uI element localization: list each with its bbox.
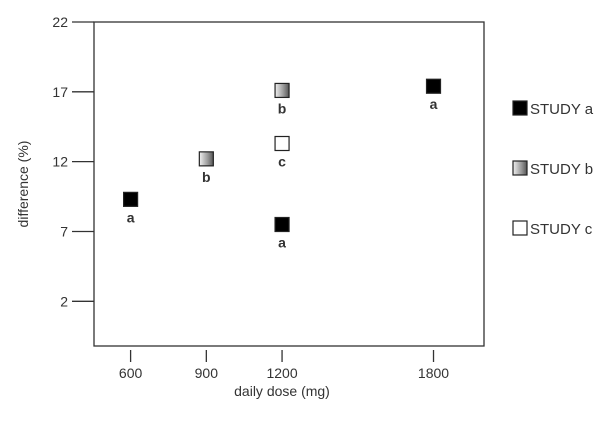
point-label: a <box>127 209 135 225</box>
point-label: b <box>202 169 211 185</box>
legend-label: STUDY a <box>530 101 594 118</box>
y-tick-label: 7 <box>60 223 68 239</box>
y-tick-label: 12 <box>52 154 68 170</box>
data-point-b <box>198 151 214 167</box>
x-tick-label: 900 <box>195 365 219 381</box>
x-tick-label: 1200 <box>266 365 297 381</box>
data-point-a <box>425 78 442 94</box>
y-tick-label: 22 <box>52 14 68 30</box>
x-tick-label: 600 <box>119 365 143 381</box>
y-axis-label: difference (%) <box>15 141 31 228</box>
legend-swatch-c <box>512 220 528 236</box>
plot-area <box>93 21 485 347</box>
legend-label: STUDY c <box>530 221 593 238</box>
y-tick-label: 17 <box>52 84 68 100</box>
data-point-a <box>274 216 290 233</box>
point-label: a <box>278 235 286 251</box>
legend-label: STUDY b <box>530 161 593 178</box>
y-tick-label: 2 <box>60 293 68 309</box>
legend-swatch-a <box>512 100 528 116</box>
x-axis-label: daily dose (mg) <box>234 383 330 399</box>
point-label: a <box>430 96 438 112</box>
data-point-c <box>274 135 290 152</box>
point-label: c <box>278 154 286 170</box>
data-point-b <box>274 82 290 99</box>
x-tick-label: 1800 <box>418 365 449 381</box>
data-point-a <box>123 191 139 207</box>
point-label: b <box>278 100 287 116</box>
legend-swatch-b <box>512 160 528 176</box>
